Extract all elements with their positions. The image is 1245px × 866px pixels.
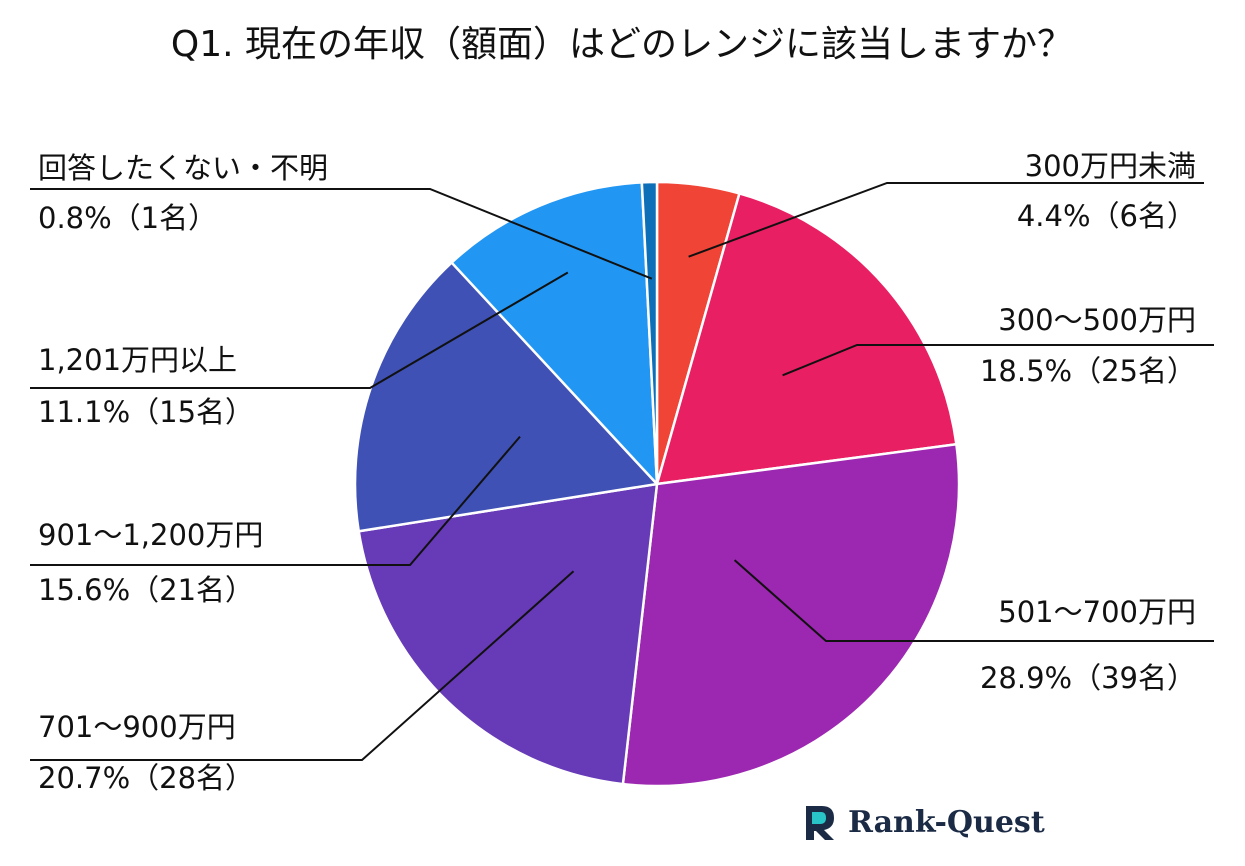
- chart-title: Q1. 現在の年収（額面）はどのレンジに該当しますか？: [171, 24, 1073, 65]
- leader-line-5: [30, 435, 521, 566]
- leader-lines: [30, 182, 1214, 761]
- rank-quest-logo: Rank-Quest: [806, 805, 1045, 840]
- slice-label-6: 1,201万円以上: [38, 343, 237, 377]
- leader-line-1: [688, 182, 1204, 258]
- rank-quest-logo-text: Rank-Quest: [848, 805, 1045, 840]
- slice-label-1: 300万円未満: [1025, 149, 1196, 183]
- pie-slice-3: [621, 443, 961, 788]
- rank-quest-logo-mark-icon: [806, 806, 834, 840]
- slice-value-label-5: 15.6%（21名）: [38, 573, 254, 607]
- slice-label-5: 901～1,200万円: [38, 518, 263, 552]
- slice-value-label-3: 28.9%（39名）: [980, 661, 1196, 695]
- pie-slice-2: [655, 192, 958, 486]
- pie-slice-5: [353, 261, 659, 533]
- leader-line-3: [733, 559, 1214, 642]
- pie-slice-4: [357, 482, 659, 786]
- slice-labels: 300万円未満 4.4%（6名） 300～500万円 18.5%（25名） 501～70…: [38, 149, 1196, 795]
- slice-value-label-1: 4.4%（6名）: [1017, 199, 1196, 233]
- slice-value-label-4: 20.7%（28名）: [38, 761, 254, 795]
- slice-label-4: 701～900万円: [38, 710, 236, 744]
- leader-line-4: [30, 570, 575, 761]
- leader-line-7: [30, 188, 653, 280]
- slice-value-label-6: 11.1%（15名）: [38, 395, 254, 429]
- pie-slices: [353, 180, 961, 788]
- slice-value-label-2: 18.5%（25名）: [980, 354, 1196, 388]
- pie-slice-6: [450, 181, 659, 486]
- slice-value-label-7: 0.8%（1名）: [38, 201, 217, 235]
- leader-line-6: [30, 271, 569, 389]
- pie-slice-7: [640, 180, 659, 486]
- slice-label-2: 300～500万円: [998, 303, 1196, 337]
- slice-label-7: 回答したくない・不明: [38, 151, 328, 185]
- leader-line-2: [782, 344, 1214, 377]
- slice-label-3: 501～700万円: [998, 595, 1196, 629]
